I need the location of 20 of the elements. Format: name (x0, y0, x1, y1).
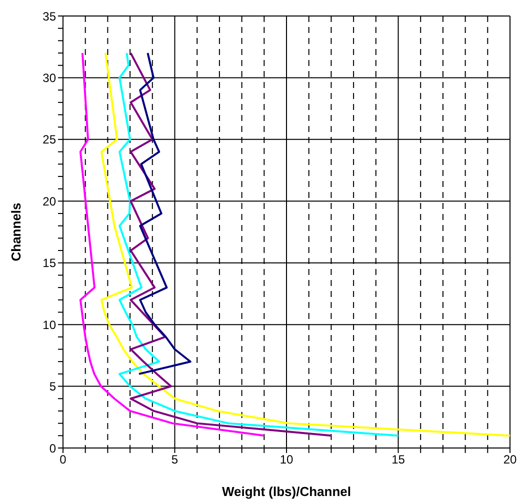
y-tick-label: 5 (49, 380, 56, 394)
y-tick-label: 35 (42, 9, 56, 24)
line-series (100, 52, 510, 437)
line-series (130, 52, 332, 437)
y-tick-label: 25 (42, 132, 56, 147)
x-tick-label: 0 (60, 452, 67, 467)
y-tick-label: 0 (49, 441, 56, 456)
line-series (118, 52, 400, 437)
y-axis-title: Channels (8, 202, 24, 262)
x-tick-label: 5 (171, 452, 178, 467)
x-tick-label: 15 (392, 452, 406, 467)
y-tick-label: 30 (42, 70, 56, 85)
y-tick-label: 10 (42, 318, 56, 332)
x-axis-title: Weight (lbs)/Channel (222, 484, 352, 499)
x-tick-label: 10 (280, 452, 294, 467)
line-series (138, 52, 192, 375)
y-tick-label: 20 (42, 194, 56, 208)
y-tick-label: 15 (42, 256, 56, 270)
x-tick-label: 20 (503, 452, 517, 467)
line-series (79, 52, 266, 437)
